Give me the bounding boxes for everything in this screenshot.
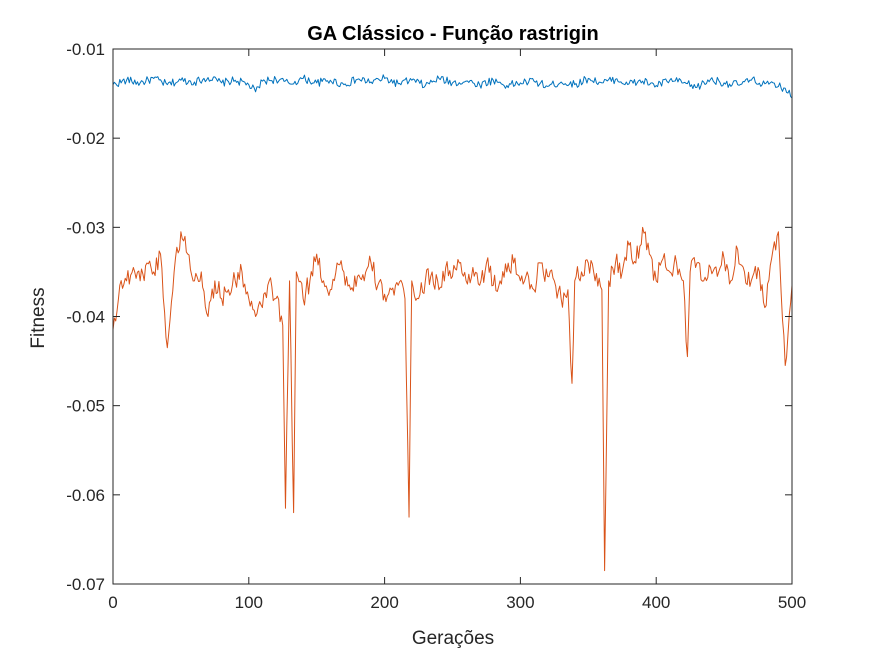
y-tick-label: -0.01 bbox=[66, 40, 105, 59]
chart-title: GA Clássico - Função rastrigin bbox=[307, 23, 599, 45]
x-tick-label: 100 bbox=[235, 593, 263, 612]
series-line-2 bbox=[112, 226, 793, 572]
x-tick-label: 200 bbox=[370, 593, 398, 612]
series-layer bbox=[112, 74, 793, 572]
series-line-1 bbox=[112, 74, 793, 99]
x-tick-label: 0 bbox=[108, 593, 117, 612]
x-tick-label: 400 bbox=[642, 593, 670, 612]
plot-background bbox=[113, 49, 792, 584]
axes-layer: 0 100 200 300 400 500 -0.07 -0.06 -0.05 -0.04 -0.0… bbox=[66, 40, 806, 612]
y-tick-label: -0.05 bbox=[66, 397, 105, 416]
y-tick-label: -0.02 bbox=[66, 129, 105, 148]
y-tick-label: -0.07 bbox=[66, 575, 105, 594]
y-tick-label: -0.04 bbox=[66, 308, 105, 327]
y-tick-label: -0.06 bbox=[66, 486, 105, 505]
x-tick-label: 300 bbox=[506, 593, 534, 612]
x-axis-label: Gerações bbox=[412, 628, 494, 649]
y-axis-label: Fitness bbox=[28, 287, 49, 348]
x-tick-label: 500 bbox=[778, 593, 806, 612]
y-tick-label: -0.03 bbox=[66, 218, 105, 237]
